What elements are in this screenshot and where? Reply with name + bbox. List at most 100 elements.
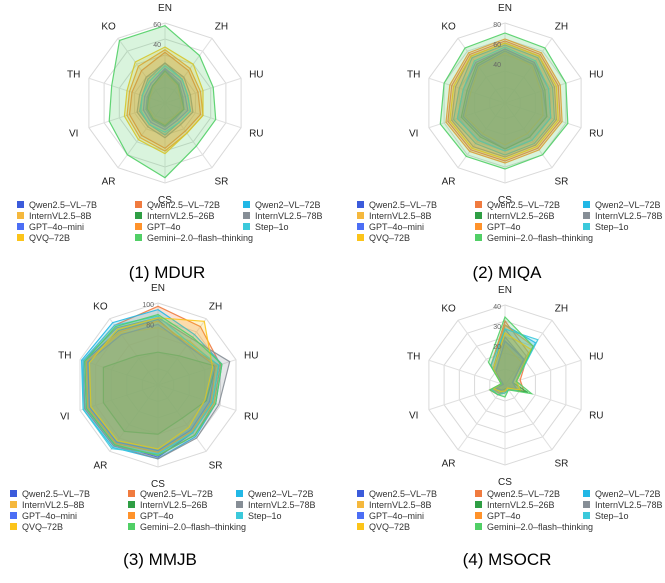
legend-swatch-qwen2-5-vl-7b [17, 201, 24, 208]
legend-swatch-qvq-72b [357, 234, 364, 241]
legend-label-gpt-4o: GPT–4o [140, 511, 174, 521]
series-internvl2-5-26b [146, 70, 185, 127]
legend-label-step-1o: Step–1o [595, 511, 629, 521]
legend-label-qvq-72b: QVQ–72B [369, 233, 410, 243]
tick-label: 60 [153, 22, 161, 29]
legend-label-qwen2-5-vl-72b: Qwen2.5–VL–72B [487, 200, 560, 210]
tick-label: 100 [142, 302, 154, 309]
legend-label-step-1o: Step–1o [255, 222, 289, 232]
legend-swatch-gpt-4o [475, 223, 482, 230]
legend-label-internvl2-5-8b: InternVL2.5–8B [369, 211, 432, 221]
axis-label-ko: KO [441, 21, 456, 32]
axis-label-ko: KO [441, 303, 456, 314]
legend-swatch-internvl2-5-26b [128, 501, 135, 508]
legend-label-gemini-2-0-flash-thinking: Gemini–2.0–flash–thinking [487, 522, 593, 532]
tick-label: 40 [153, 42, 161, 49]
axis-spoke [157, 359, 237, 386]
legend-label-internvl2-5-78b: InternVL2.5–78B [595, 500, 663, 510]
legend-label-gpt-4o-mini: GPT–4o–mini [369, 511, 424, 521]
legend-swatch-gpt-4o [128, 512, 135, 519]
legend-swatch-qwen2-5-vl-72b [128, 490, 135, 497]
legend-swatch-gpt-4o [135, 223, 142, 230]
axis-spoke [504, 384, 553, 451]
axis-label-en: EN [151, 283, 165, 294]
legend-swatch-qwen2-5-vl-7b [357, 490, 364, 497]
legend-swatch-qwen2-5-vl-72b [475, 490, 482, 497]
axis-label-sr: SR [209, 460, 223, 471]
legend-label-gpt-4o-mini: GPT–4o–mini [369, 222, 424, 232]
legend-label-qwen2-5-vl-72b: Qwen2.5–VL–72B [147, 200, 220, 210]
axis-spoke [157, 318, 207, 386]
tick-label: 30 [493, 324, 501, 331]
axis-label-hu: HU [244, 351, 258, 362]
axis-label-ru: RU [589, 129, 603, 140]
axis-label-vi: VI [409, 129, 418, 140]
legend-label-internvl2-5-26b: InternVL2.5–26B [487, 211, 555, 221]
legend-label-internvl2-5-8b: InternVL2.5–8B [22, 500, 85, 510]
tick-label: 20 [493, 344, 501, 351]
legend-label-internvl2-5-78b: InternVL2.5–78B [595, 211, 663, 221]
series-gemini-2-0-flash-thinking [108, 25, 217, 179]
axis-label-cs: CS [158, 195, 172, 206]
legend-swatch-internvl2-5-8b [357, 501, 364, 508]
axis-label-ar: AR [102, 177, 116, 188]
legend-label-internvl2-5-26b: InternVL2.5–26B [140, 500, 208, 510]
chart-title: (4) MSOCR [463, 550, 552, 569]
axis-label-vi: VI [60, 411, 69, 422]
legend-swatch-internvl2-5-78b [583, 212, 590, 219]
series-gemini-2-0-flash-thinking [487, 315, 534, 398]
legend-label-internvl2-5-26b: InternVL2.5–26B [147, 211, 215, 221]
legend-swatch-internvl2-5-78b [236, 501, 243, 508]
legend-swatch-internvl2-5-8b [17, 212, 24, 219]
legend-swatch-gpt-4o-mini [17, 223, 24, 230]
axis-label-en: EN [158, 3, 172, 14]
axis-label-vi: VI [69, 129, 78, 140]
chart-title: (3) MMJB [123, 550, 197, 569]
axis-spoke [157, 384, 237, 411]
legend-label-qwen2-vl-72b: Qwen2–VL–72B [255, 200, 321, 210]
legend-swatch-qwen2-vl-72b [583, 201, 590, 208]
legend-label-gpt-4o: GPT–4o [487, 222, 521, 232]
tick-label: 40 [493, 62, 501, 69]
series-internvl2-5-26b [102, 351, 217, 435]
axis-label-hu: HU [589, 351, 603, 362]
radar-chart-2: 80 60 40 EN ZH HU RU SR CS AR VI TH KO Qwen2.5–VL–7B Q… [357, 3, 663, 282]
legend-label-internvl2-5-26b: InternVL2.5–26B [487, 500, 555, 510]
legend-label-internvl2-5-8b: InternVL2.5–8B [29, 211, 92, 221]
legend-swatch-step-1o [236, 512, 243, 519]
series-qvq-72b [88, 317, 214, 450]
series-internvl2-5-26b [460, 48, 548, 150]
legend-swatch-qvq-72b [10, 523, 17, 530]
axis-label-en: EN [498, 3, 512, 14]
legend-swatch-qvq-72b [357, 523, 364, 530]
series-gpt-4o [126, 48, 204, 152]
tick-label: 60 [493, 42, 501, 49]
legend-swatch-gemini-2-0-flash-thinking [128, 523, 135, 530]
legend-swatch-step-1o [583, 223, 590, 230]
axis-label-ar: AR [442, 177, 456, 188]
axis-label-ko: KO [93, 302, 108, 313]
axis-label-th: TH [407, 69, 420, 80]
legend-label-gemini-2-0-flash-thinking: Gemini–2.0–flash–thinking [487, 233, 593, 243]
axis-label-sr: SR [214, 177, 228, 188]
legend-swatch-internvl2-5-26b [135, 212, 142, 219]
axis-spoke [504, 359, 582, 386]
legend-4: Qwen2.5–VL–7B Qwen2.5–VL–72B Qwen2–VL–72BI… [357, 489, 663, 532]
legend-label-gpt-4o: GPT–4o [487, 511, 521, 521]
legend-label-qwen2-vl-72b: Qwen2–VL–72B [595, 489, 661, 499]
legend-swatch-step-1o [583, 512, 590, 519]
legend-label-qwen2-5-vl-7b: Qwen2.5–VL–7B [29, 200, 97, 210]
legend-label-qwen2-5-vl-7b: Qwen2.5–VL–7B [22, 489, 90, 499]
axis-label-cs: CS [498, 477, 512, 488]
series-gemini-2-0-flash-thinking [439, 32, 569, 170]
legend-swatch-step-1o [243, 223, 250, 230]
radar-chart-1: 60 40 EN ZH HU RU SR CS AR VI TH KO Qwen2.5–VL–7B Qwe… [17, 3, 323, 282]
legend-swatch-gpt-4o-mini [357, 223, 364, 230]
axis-spoke [457, 37, 506, 104]
legend-swatch-qwen2-vl-72b [583, 490, 590, 497]
chart-title: (2) MIQA [473, 263, 543, 282]
legend-swatch-internvl2-5-8b [10, 501, 17, 508]
legend-label-gemini-2-0-flash-thinking: Gemini–2.0–flash–thinking [147, 233, 253, 243]
